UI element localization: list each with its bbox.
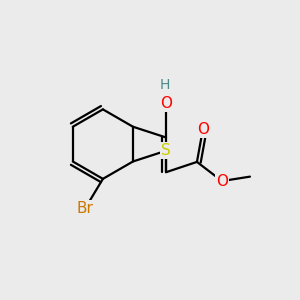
Text: O: O	[160, 96, 172, 111]
Text: O: O	[216, 174, 228, 189]
Text: H: H	[159, 78, 170, 92]
Text: Br: Br	[77, 201, 94, 216]
Text: S: S	[161, 143, 171, 158]
Text: O: O	[197, 122, 209, 137]
